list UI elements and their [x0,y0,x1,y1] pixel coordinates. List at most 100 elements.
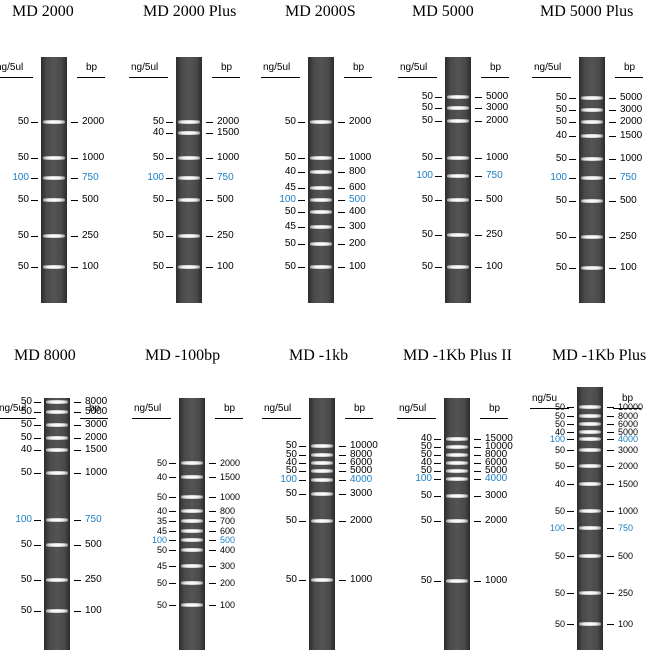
bp-tick [607,432,614,433]
ng-tick [434,471,441,472]
ng-label: 50 [20,539,32,550]
dna-band [446,461,468,465]
ng-label: 50 [285,574,297,585]
ng-tick [435,200,442,201]
ng-tick [299,455,306,456]
dna-band [46,448,68,452]
ng-tick [169,550,176,551]
dna-band [446,579,468,583]
bp-tick [609,159,616,160]
ng-tick [435,121,442,122]
ng-tick [34,520,41,521]
dna-band [181,495,203,499]
ng-header-underline [530,408,569,409]
dna-band [311,519,333,523]
bp-label: 1000 [85,467,108,478]
bp-tick [206,267,213,268]
ng-label: 50 [554,419,565,429]
ng-label: 100 [280,474,297,485]
dna-band [310,265,332,269]
bp-header-underline [613,408,641,409]
dna-band [178,131,200,135]
dna-band [181,529,203,533]
ng-label: 45 [156,526,167,536]
gel-lane [41,57,67,303]
dna-band [46,609,68,613]
ng-label: 50 [152,116,164,127]
bp-header: bp [489,403,501,414]
ng-label: 50 [285,488,297,499]
bp-label: 1000 [485,575,508,586]
bp-tick [338,158,345,159]
ng-tick [298,188,305,189]
ladder-title: MD 5000 Plus [540,3,634,20]
ng-label: 50 [284,261,296,272]
bp-label: 100 [349,261,366,272]
bp-label: 500 [217,194,234,205]
ng-tick [435,235,442,236]
bp-label: 500 [486,194,503,205]
ladder-title: MD 2000 Plus [143,3,237,20]
bp-label: 2000 [486,115,509,126]
dna-band [46,518,68,522]
dna-band [310,186,332,190]
ng-label: 50 [554,461,565,471]
bp-tick [607,424,614,425]
ng-tick [298,244,305,245]
bp-tick [74,545,81,546]
bp-label: 250 [217,230,234,241]
ng-label: 50 [285,515,297,526]
ng-label: 50 [20,574,32,585]
bp-tick [74,402,81,403]
bp-label: 250 [85,574,102,585]
dna-band [181,538,203,542]
ng-label: 50 [555,262,567,273]
bp-label: 2000 [618,461,639,471]
bp-tick [607,624,614,625]
ng-label: 50 [554,402,565,412]
bp-header: bp [353,62,365,73]
bp-tick [206,122,213,123]
bp-tick [339,494,346,495]
ng-tick [299,580,306,581]
dna-band [446,453,468,457]
dna-band [581,176,603,180]
bp-tick [209,550,216,551]
bp-label: 1000 [620,153,643,164]
bp-tick [474,471,481,472]
dna-band [446,519,468,523]
ng-label: 50 [555,153,567,164]
ng-label: 50 [156,492,167,502]
ng-label: 50 [420,575,432,586]
bp-tick [74,412,81,413]
ng-header: ng/5ul [263,62,291,73]
dna-band [43,176,65,180]
bp-header-underline [345,418,373,419]
dna-band [310,120,332,124]
bp-label: 1500 [618,479,639,489]
dna-band [311,469,333,473]
bp-label: 3000 [350,488,373,499]
bp-tick [206,200,213,201]
ng-tick [298,172,305,173]
bp-tick [607,593,614,594]
ng-label: 50 [284,152,296,163]
bp-label: 5000 [618,427,639,437]
bp-label: 200 [349,238,366,249]
bp-tick [338,267,345,268]
ng-tick [299,471,306,472]
bp-label: 3000 [485,490,508,501]
ng-label: 50 [152,261,164,272]
ng-label: 50 [555,92,567,103]
ng-label: 50 [284,116,296,127]
bp-label: 8000 [485,449,508,460]
bp-tick [609,268,616,269]
ng-tick [434,521,441,522]
ng-label: 50 [20,467,32,478]
dna-band [447,95,469,99]
bp-label: 4000 [618,434,639,444]
ng-label: 50 [554,445,565,455]
ng-label: 100 [147,172,164,183]
ng-tick [31,158,38,159]
ng-label: 50 [555,231,567,242]
